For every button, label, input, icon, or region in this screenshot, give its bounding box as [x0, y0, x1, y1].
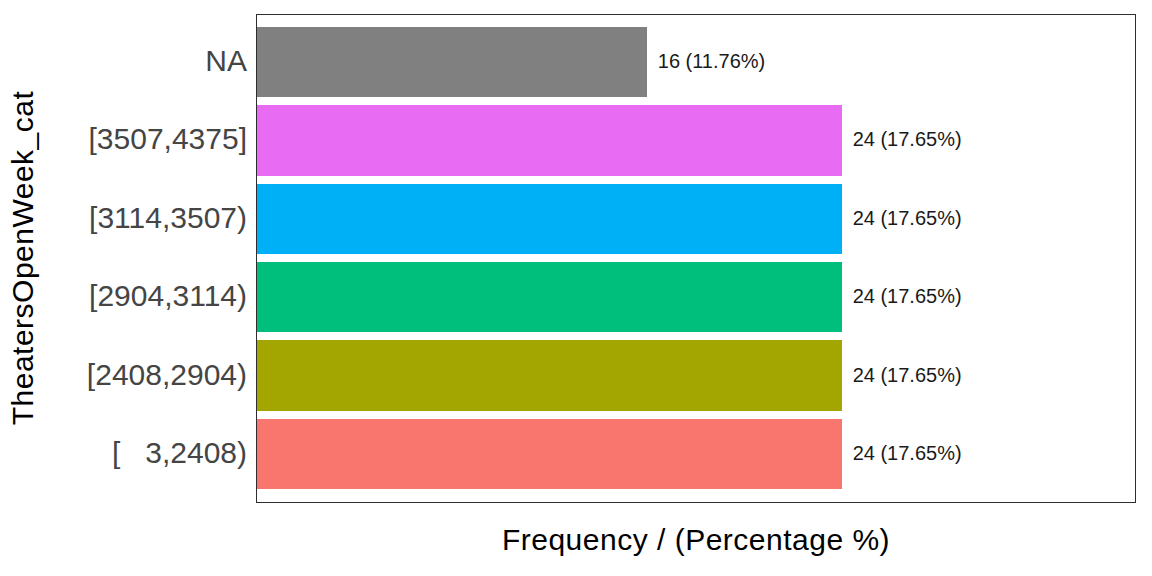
frequency-bar [257, 27, 647, 98]
value-label: 16 (11.76%) [658, 49, 765, 73]
value-label: 24 (17.65%) [853, 441, 962, 465]
category-label: [ 3,2408) [0, 435, 247, 471]
category-label: [3114,3507) [0, 200, 247, 236]
value-label: 24 (17.65%) [853, 284, 962, 308]
x-axis-title: Frequency / (Percentage %) [256, 523, 1136, 557]
category-label: [2904,3114) [0, 278, 247, 314]
category-label: [2408,2904) [0, 357, 247, 393]
frequency-bar [257, 262, 842, 333]
frequency-bar [257, 340, 842, 411]
frequency-bar [257, 105, 842, 176]
frequency-bar [257, 419, 842, 490]
value-label: 24 (17.65%) [853, 127, 962, 151]
plot-panel [256, 14, 1136, 503]
category-label: [3507,4375] [0, 121, 247, 157]
value-label: 24 (17.65%) [853, 206, 962, 230]
value-label: 24 (17.65%) [853, 363, 962, 387]
frequency-bar [257, 184, 842, 255]
bar-chart-figure: TheatersOpenWeek_cat NA16 (11.76%)[3507,… [0, 0, 1152, 576]
category-label: NA [0, 43, 247, 79]
